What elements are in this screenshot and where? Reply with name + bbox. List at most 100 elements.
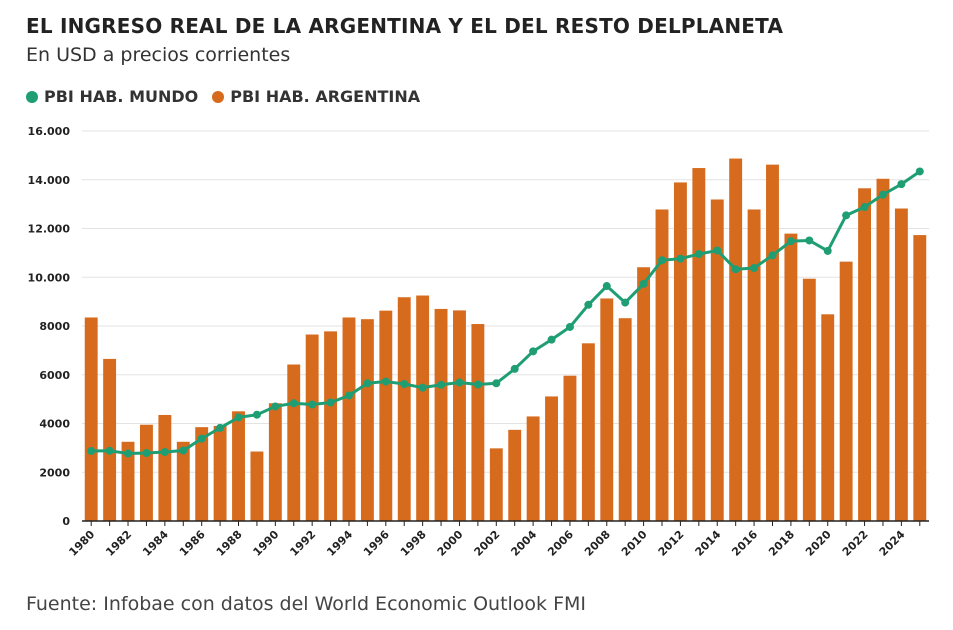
bar-argentina bbox=[453, 310, 466, 521]
point-mundo bbox=[252, 410, 261, 419]
point-mundo bbox=[842, 211, 851, 220]
x-tick-label: 1998 bbox=[398, 528, 429, 559]
point-mundo bbox=[915, 167, 924, 176]
bar-argentina bbox=[637, 267, 651, 521]
bar-argentina bbox=[342, 317, 356, 521]
x-tick-label: 2008 bbox=[582, 528, 613, 559]
point-mundo bbox=[805, 236, 814, 245]
bar-argentina bbox=[397, 297, 411, 521]
bar-argentina bbox=[821, 314, 835, 521]
point-mundo bbox=[197, 434, 206, 443]
bar-argentina bbox=[729, 158, 743, 521]
y-tick-label: 14.000 bbox=[28, 174, 71, 187]
x-tick-label: 2016 bbox=[729, 528, 760, 559]
point-mundo bbox=[731, 265, 740, 274]
y-tick-label: 12.000 bbox=[28, 223, 71, 236]
bar-argentina bbox=[158, 414, 172, 521]
point-mundo bbox=[124, 449, 133, 458]
y-tick-label: 16.000 bbox=[28, 125, 71, 138]
y-tick-label: 6000 bbox=[39, 369, 70, 382]
bar-argentina bbox=[360, 319, 374, 521]
point-mundo bbox=[694, 250, 703, 259]
point-mundo bbox=[602, 282, 611, 291]
chart-legend: PBI HAB. MUNDO PBI HAB. ARGENTINA bbox=[26, 87, 434, 106]
bar-argentina bbox=[710, 199, 724, 521]
point-mundo bbox=[308, 400, 317, 409]
bar-argentina bbox=[858, 188, 871, 521]
x-tick-label: 1996 bbox=[361, 528, 392, 559]
bar-argentina bbox=[600, 298, 614, 521]
x-tick-label: 1986 bbox=[177, 528, 208, 559]
x-tick-label: 2012 bbox=[656, 528, 687, 559]
bar-argentina bbox=[563, 375, 577, 521]
x-tick-label: 2004 bbox=[508, 528, 539, 559]
bar-argentina bbox=[434, 308, 448, 521]
point-mundo bbox=[897, 180, 906, 189]
bar-argentina bbox=[287, 364, 301, 521]
bar-argentina bbox=[84, 317, 98, 521]
line-mundo bbox=[91, 170, 921, 455]
bar-argentina bbox=[673, 182, 687, 521]
bar-argentina bbox=[213, 425, 227, 521]
point-mundo bbox=[455, 378, 464, 387]
y-tick-label: 4000 bbox=[39, 418, 70, 431]
point-mundo bbox=[142, 448, 151, 457]
bar-series-argentina bbox=[84, 158, 927, 522]
point-mundo bbox=[658, 256, 667, 265]
point-mundo bbox=[87, 447, 96, 456]
legend-label-mundo: PBI HAB. MUNDO bbox=[44, 87, 199, 106]
x-tick-label: 2024 bbox=[877, 528, 908, 559]
point-mundo bbox=[437, 380, 446, 389]
bar-argentina bbox=[655, 209, 669, 522]
bar-argentina bbox=[802, 278, 816, 521]
bar-argentina bbox=[176, 441, 190, 521]
point-mundo bbox=[768, 251, 777, 260]
point-mundo bbox=[418, 383, 427, 392]
point-mundo bbox=[271, 402, 280, 411]
bar-argentina bbox=[747, 209, 761, 522]
bar-argentina bbox=[103, 358, 117, 521]
x-tick-label: 1990 bbox=[251, 528, 282, 559]
bar-argentina bbox=[250, 451, 264, 521]
bar-argentina bbox=[508, 429, 522, 521]
bar-argentina bbox=[876, 178, 890, 521]
point-mundo bbox=[216, 423, 225, 432]
bar-argentina bbox=[471, 324, 485, 521]
legend-item-argentina: PBI HAB. ARGENTINA bbox=[212, 87, 420, 106]
x-tick-label: 1988 bbox=[214, 528, 245, 559]
point-mundo bbox=[510, 364, 519, 373]
x-tick-label: 1980 bbox=[66, 528, 97, 559]
bar-argentina bbox=[581, 343, 595, 521]
point-mundo bbox=[179, 446, 188, 455]
point-mundo bbox=[363, 379, 372, 388]
legend-item-mundo: PBI HAB. MUNDO bbox=[26, 87, 198, 106]
point-mundo bbox=[565, 322, 574, 331]
bar-argentina bbox=[324, 331, 338, 521]
bar-argentina bbox=[839, 261, 853, 521]
bar-argentina bbox=[894, 208, 908, 521]
legend-swatch-argentina bbox=[212, 90, 225, 103]
point-mundo bbox=[105, 446, 114, 455]
point-mundo bbox=[878, 190, 887, 199]
bar-argentina bbox=[545, 396, 558, 521]
point-mundo bbox=[381, 377, 390, 386]
bar-argentina bbox=[692, 168, 706, 522]
bar-argentina bbox=[618, 318, 632, 521]
legend-swatch-mundo bbox=[26, 90, 38, 103]
bar-argentina bbox=[140, 424, 153, 521]
x-tick-label: 2002 bbox=[472, 528, 503, 559]
x-tick-label: 2018 bbox=[766, 528, 797, 559]
bar-argentina bbox=[121, 441, 135, 521]
bar-argentina bbox=[305, 334, 319, 521]
point-mundo bbox=[529, 347, 538, 356]
bar-argentina bbox=[195, 427, 209, 521]
x-tick-label: 1982 bbox=[103, 528, 134, 559]
bar-argentina bbox=[416, 295, 430, 521]
point-mundo bbox=[676, 254, 685, 263]
bar-argentina bbox=[268, 403, 282, 521]
x-tick-label: 1984 bbox=[140, 528, 171, 559]
bar-argentina bbox=[232, 411, 245, 521]
bar-argentina bbox=[489, 448, 503, 521]
point-mundo bbox=[584, 300, 593, 309]
